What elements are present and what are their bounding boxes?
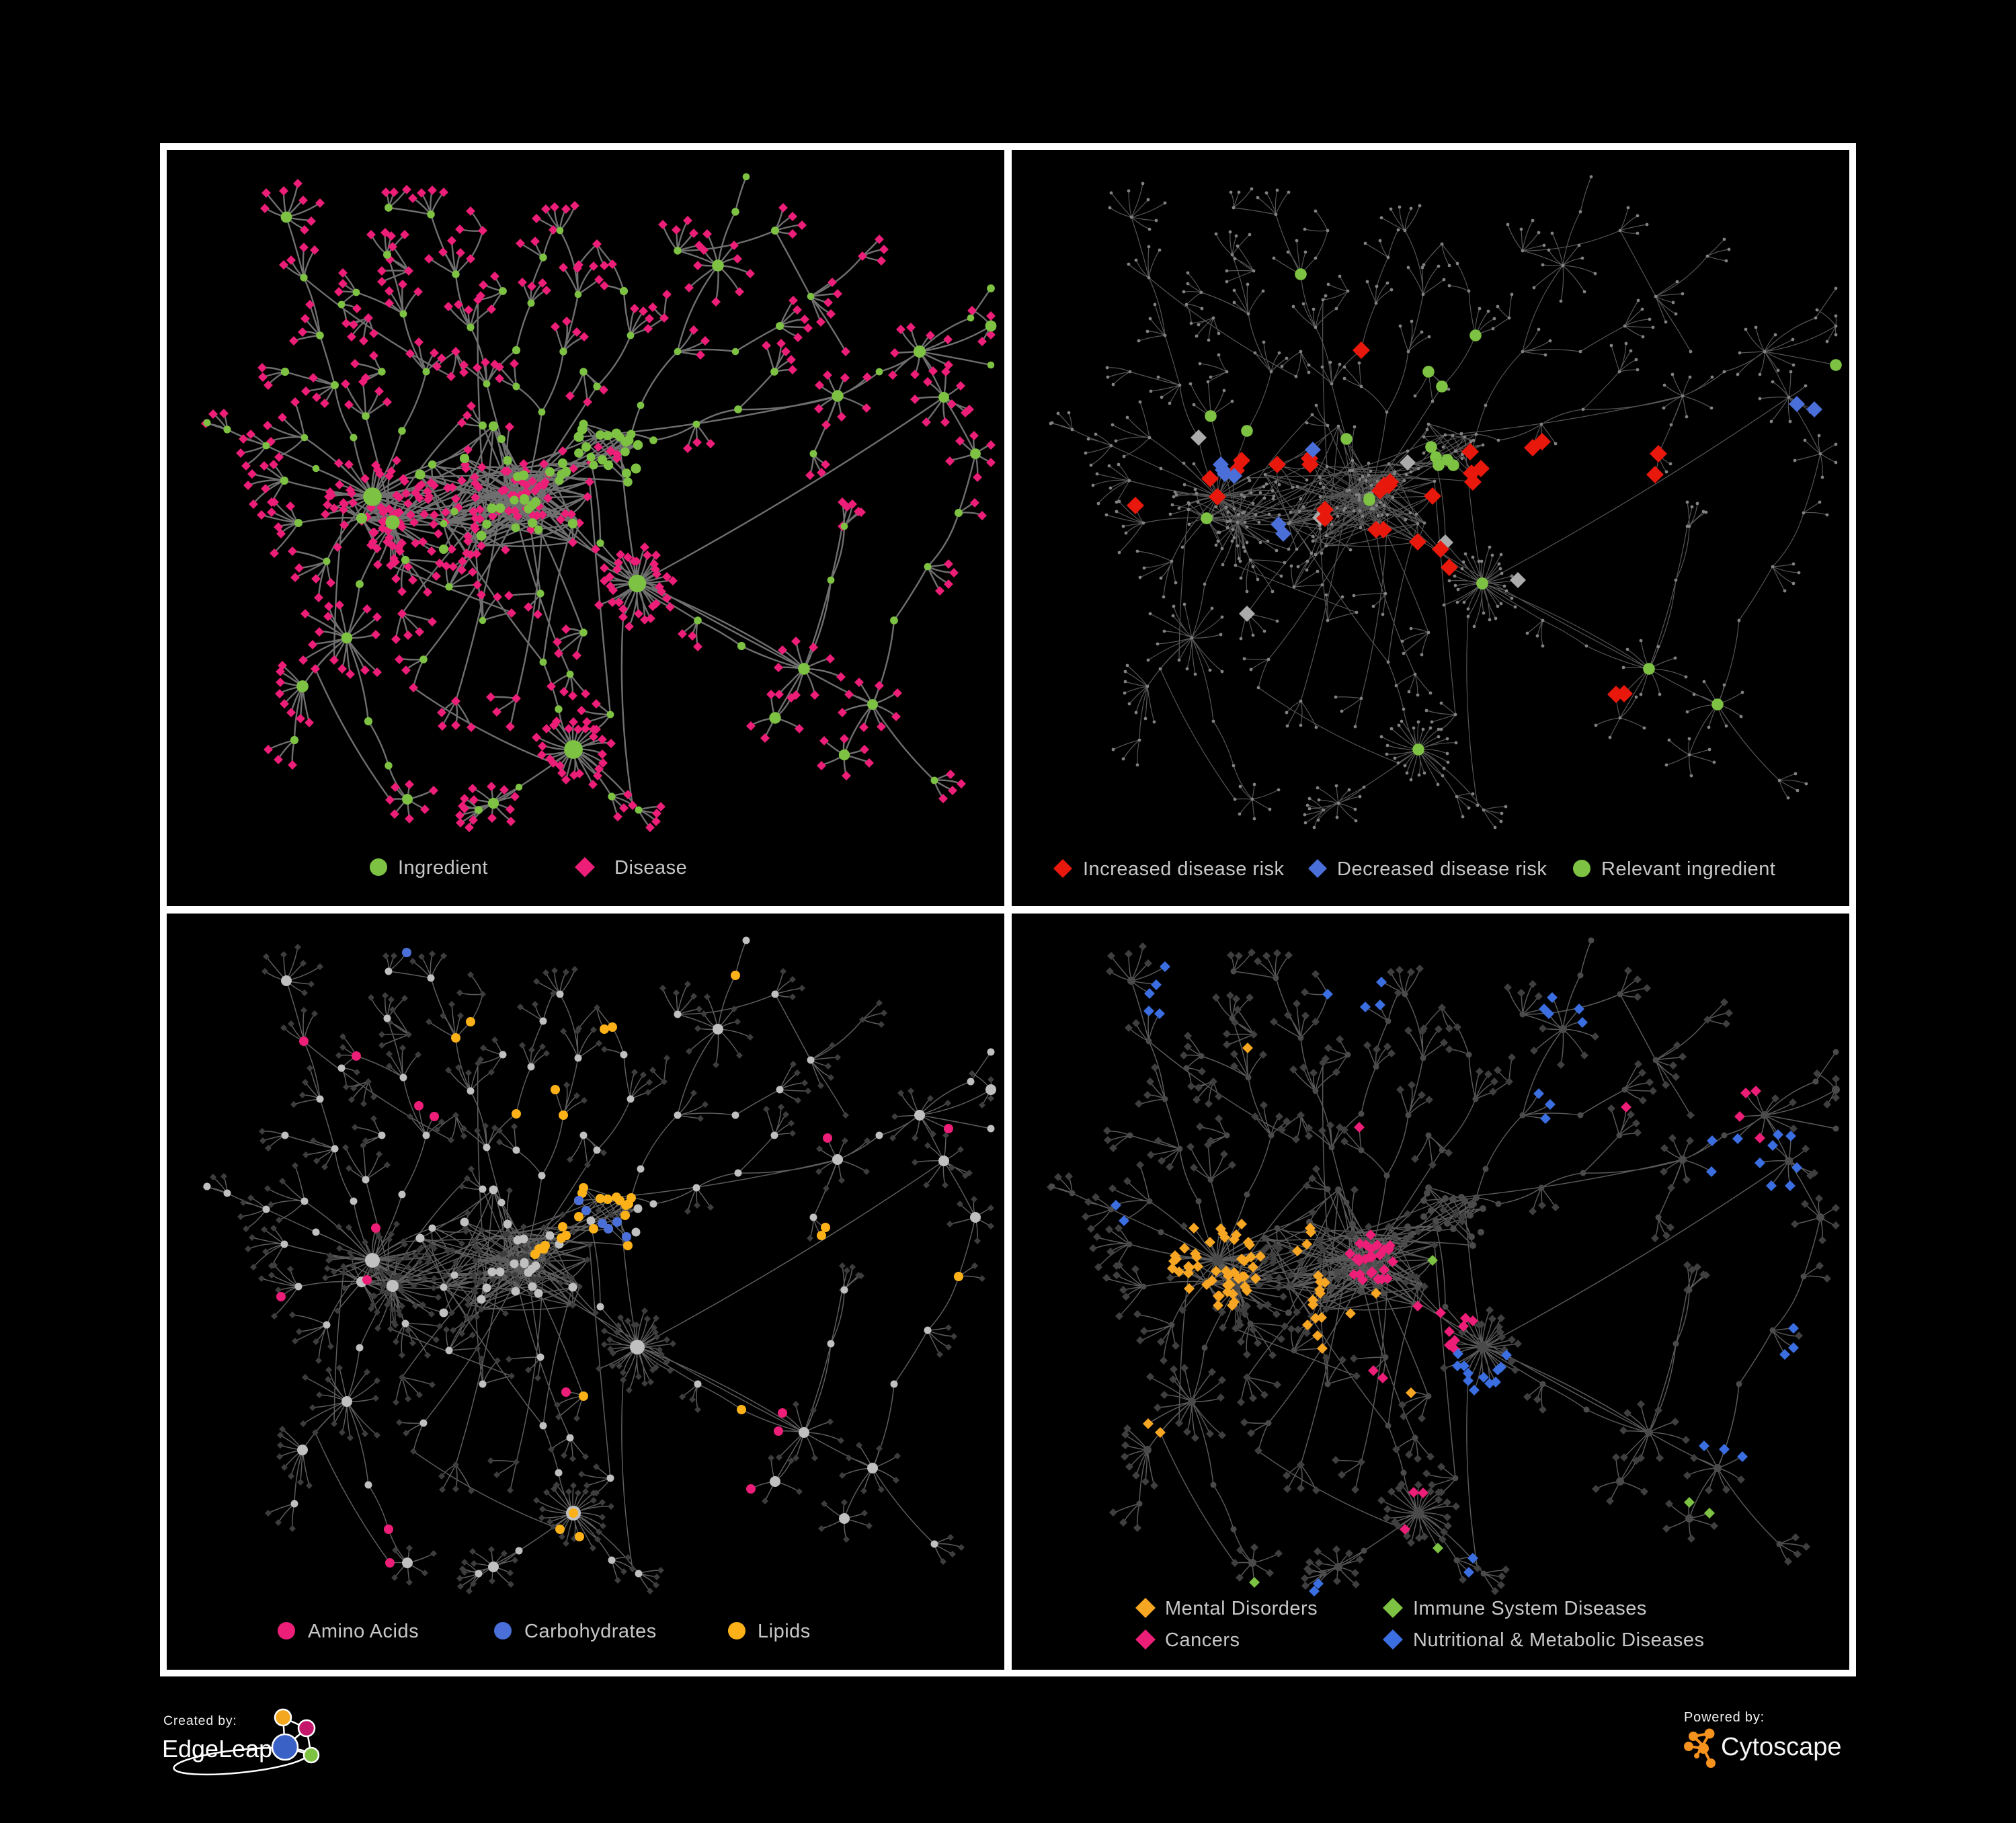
svg-text:Cytoscape: Cytoscape bbox=[1721, 1733, 1842, 1761]
svg-text:Created by:: Created by: bbox=[163, 1713, 237, 1728]
svg-text:Decreased disease risk: Decreased disease risk bbox=[1337, 858, 1547, 880]
svg-text:Ingredient: Ingredient bbox=[398, 857, 488, 879]
svg-text:Cancers: Cancers bbox=[1165, 1629, 1240, 1651]
svg-text:Increased disease risk: Increased disease risk bbox=[1083, 858, 1285, 880]
svg-text:Mental Disorders: Mental Disorders bbox=[1165, 1598, 1318, 1619]
svg-text:Amino Acids: Amino Acids bbox=[308, 1621, 419, 1642]
svg-text:Lipids: Lipids bbox=[758, 1621, 811, 1642]
svg-text:Nutritional & Metabolic Diseas: Nutritional & Metabolic Diseases bbox=[1413, 1629, 1704, 1651]
svg-text:Disease: Disease bbox=[614, 857, 687, 879]
svg-text:Carbohydrates: Carbohydrates bbox=[524, 1621, 657, 1642]
svg-text:Powered by:: Powered by: bbox=[1684, 1710, 1765, 1725]
svg-text:Relevant ingredient: Relevant ingredient bbox=[1601, 858, 1775, 880]
svg-text:Immune System Diseases: Immune System Diseases bbox=[1413, 1598, 1647, 1619]
